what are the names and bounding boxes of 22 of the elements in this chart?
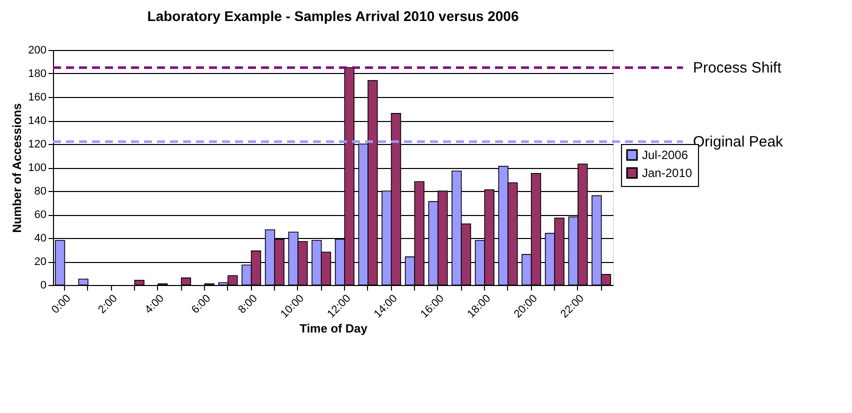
y-tick-label: 180 <box>28 68 46 80</box>
y-tick-label: 140 <box>28 115 46 127</box>
y-tick-label: 120 <box>28 138 46 150</box>
x-tick-label: 4:00 <box>142 292 166 316</box>
legend-label: Jul-2006 <box>642 148 688 162</box>
y-tick-label: 160 <box>28 92 46 104</box>
y-tick-label: 20 <box>34 256 46 268</box>
y-tick-label: 80 <box>34 186 46 198</box>
y-tick-label: 0 <box>40 280 46 292</box>
y-tick-label: 100 <box>28 162 46 174</box>
ref-line-label: Process Shift <box>693 60 782 77</box>
y-axis-title: Number of Accessions <box>10 102 24 233</box>
y-tick-label: 200 <box>28 44 46 56</box>
legend-label: Jan-2010 <box>642 166 692 180</box>
ref-line-label: Original Peak <box>693 134 784 151</box>
chart-title: Laboratory Example - Samples Arrival 2010 versus 2006 <box>147 8 519 24</box>
x-tick-label: 8:00 <box>236 292 260 316</box>
x-tick-label: 6:00 <box>190 292 214 316</box>
y-tick-label: 40 <box>34 232 46 244</box>
y-tick-label: 60 <box>34 209 46 221</box>
x-tick-label: 0:00 <box>50 292 74 316</box>
x-axis-title: Time of Day <box>300 322 368 336</box>
